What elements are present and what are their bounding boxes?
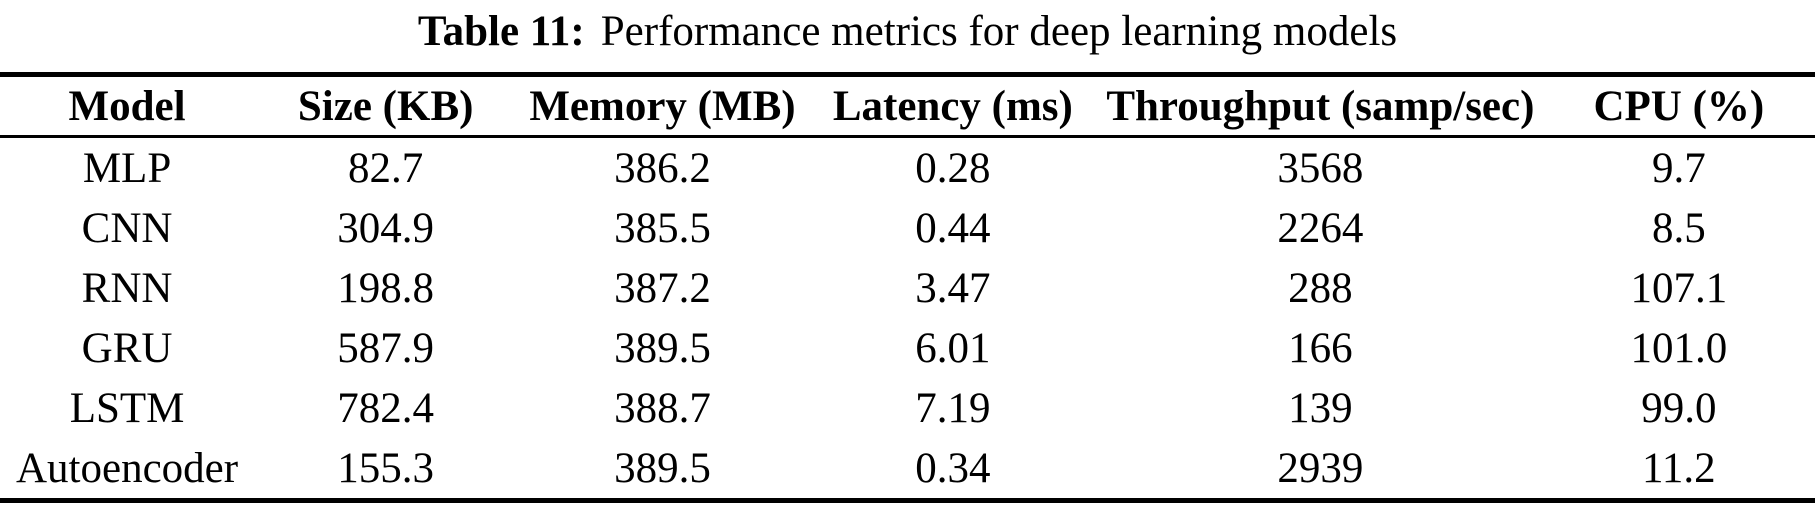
cell-memory: 387.2	[614, 264, 711, 312]
cell-latency: 0.28	[915, 144, 991, 192]
column-header-latency: Latency (ms)	[807, 74, 1099, 138]
cell-memory: 386.2	[614, 144, 711, 192]
cell-throughput: 139	[1288, 384, 1353, 432]
cell-cpu: 11.2	[1642, 444, 1716, 492]
cell-model: LSTM	[69, 384, 185, 432]
table-row: CNN 304.9 385.5 0.44 2264 8.5	[0, 198, 1815, 258]
table-row: RNN 198.8 387.2 3.47 288 107.1	[0, 258, 1815, 318]
cell-model: CNN	[81, 204, 173, 252]
cell-memory: 388.7	[614, 384, 711, 432]
table-caption: Table 11: Performance metrics for deep le…	[0, 0, 1815, 59]
table-row: GRU 587.9 389.5 6.01 166 101.0	[0, 318, 1815, 378]
cell-memory: 385.5	[614, 204, 711, 252]
table-caption-label: Table 11:	[417, 8, 585, 55]
cell-throughput: 3568	[1277, 144, 1364, 192]
cell-model: MLP	[82, 144, 172, 192]
cell-throughput: 166	[1288, 324, 1353, 372]
table-header-row: Model Size (KB) Memory (MB) Latency (ms)…	[0, 74, 1815, 138]
cell-cpu: 101.0	[1630, 324, 1728, 372]
cell-throughput: 288	[1288, 264, 1353, 312]
cell-model: Autoencoder	[16, 444, 239, 492]
cell-cpu: 8.5	[1651, 204, 1706, 252]
table-caption-text: Performance metrics for deep learning mo…	[600, 8, 1398, 55]
cell-latency: 6.01	[915, 324, 991, 372]
cell-throughput: 2939	[1277, 444, 1364, 492]
column-header-model: Model	[0, 74, 255, 138]
column-header-size: Size (KB)	[254, 74, 518, 138]
column-header-cpu: CPU (%)	[1542, 74, 1815, 138]
cell-model: RNN	[81, 264, 173, 312]
table-row: Autoencoder 155.3 389.5 0.34 2939 11.2	[0, 438, 1815, 501]
table-row: MLP 82.7 386.2 0.28 3568 9.7	[0, 137, 1815, 199]
cell-latency: 7.19	[915, 384, 991, 432]
cell-size: 782.4	[337, 384, 435, 432]
cell-latency: 0.44	[915, 204, 991, 252]
cell-throughput: 2264	[1277, 204, 1364, 252]
cell-size: 304.9	[337, 204, 435, 252]
cell-cpu: 9.7	[1651, 144, 1706, 192]
cell-memory: 389.5	[614, 444, 711, 492]
cell-size: 82.7	[348, 144, 424, 192]
cell-latency: 0.34	[915, 444, 991, 492]
cell-size: 198.8	[337, 264, 435, 312]
cell-memory: 389.5	[614, 324, 711, 372]
cell-latency: 3.47	[915, 264, 991, 312]
performance-table: Model Size (KB) Memory (MB) Latency (ms)…	[0, 72, 1815, 503]
table-row: LSTM 782.4 388.7 7.19 139 99.0	[0, 378, 1815, 438]
column-header-throughput: Throughput (samp/sec)	[1098, 74, 1543, 138]
cell-model: GRU	[81, 324, 173, 372]
column-header-memory: Memory (MB)	[517, 74, 808, 138]
cell-size: 155.3	[337, 444, 435, 492]
cell-cpu: 99.0	[1641, 384, 1717, 432]
cell-size: 587.9	[337, 324, 435, 372]
cell-cpu: 107.1	[1630, 264, 1728, 312]
